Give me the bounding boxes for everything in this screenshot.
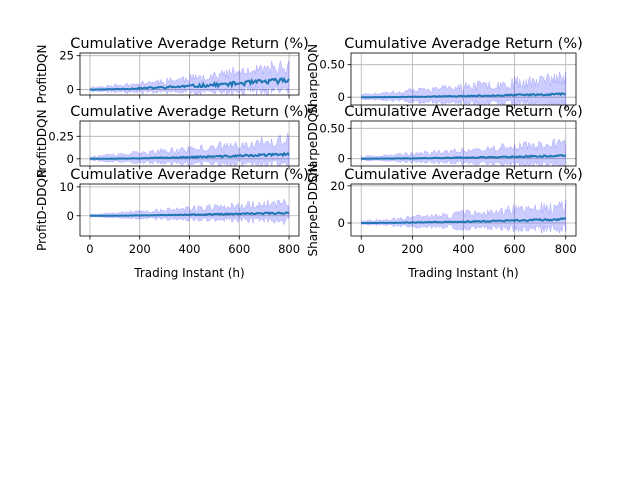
subplot-title: Cumulative Averadge Return (%)	[70, 104, 309, 120]
y-tick-label: 20	[330, 179, 345, 193]
y-tick-label: 0.50	[319, 58, 345, 72]
y-axis-label: ProfitDDQN	[35, 109, 49, 177]
y-tick-label: 0	[338, 216, 345, 230]
std-band	[360, 199, 567, 235]
y-tick-label: 0.25	[48, 129, 74, 143]
x-tick-label: 600	[504, 242, 526, 256]
x-tick-label: 200	[401, 242, 423, 256]
y-tick-label: 0	[67, 209, 74, 223]
y-tick-label: 0	[338, 90, 345, 104]
y-tick-label: 0	[67, 83, 74, 97]
x-tick-label: 600	[228, 242, 250, 256]
mean-line	[90, 76, 290, 91]
y-tick-label: 10	[59, 180, 74, 194]
y-axis-label: ProfitD-DDQN	[35, 169, 49, 251]
x-tick-label: 400	[453, 242, 475, 256]
y-axis-label: SharpeDQN	[306, 44, 320, 114]
subplot-p01: 0 0.50 Cumulative Averadge Return (%) Sharp…	[306, 36, 583, 114]
subplot-title: Cumulative Averadge Return (%)	[70, 167, 309, 183]
x-tick-label: 0	[86, 242, 93, 256]
y-axis-label: ProfitDQN	[35, 45, 49, 104]
subplot-title: Cumulative Averadge Return (%)	[70, 36, 309, 52]
mean-line	[361, 217, 566, 225]
x-axis-label: Trading Instant (h)	[407, 266, 518, 280]
x-tick-label: 800	[555, 242, 577, 256]
y-axis-label: SharpeDDQN	[306, 104, 320, 183]
subplot-title: Cumulative Averadge Return (%)	[344, 167, 583, 183]
subplot-p10: 0 0.25 Cumulative Averadge Return (%) Profi…	[35, 104, 309, 178]
x-tick-label: 800	[278, 242, 300, 256]
mean-line	[361, 92, 567, 99]
y-tick-label: 0	[338, 152, 345, 166]
subplot-title: Cumulative Averadge Return (%)	[344, 104, 583, 120]
y-tick-label: 25	[59, 49, 74, 63]
subplot-title: Cumulative Averadge Return (%)	[344, 36, 583, 52]
y-axis-label: SharpeD-DDQN	[306, 164, 320, 257]
x-axis-label: Trading Instant (h)	[133, 266, 244, 280]
x-tick-label: 200	[129, 242, 151, 256]
std-band	[89, 198, 290, 226]
y-tick-label: 0	[67, 152, 74, 166]
mean-line	[90, 151, 290, 160]
mean-line	[90, 211, 290, 217]
mean-line	[361, 154, 566, 160]
std-band	[89, 60, 290, 95]
x-tick-label: 400	[179, 242, 201, 256]
x-tick-label: 0	[358, 242, 365, 256]
y-tick-label: 0.50	[319, 121, 345, 135]
